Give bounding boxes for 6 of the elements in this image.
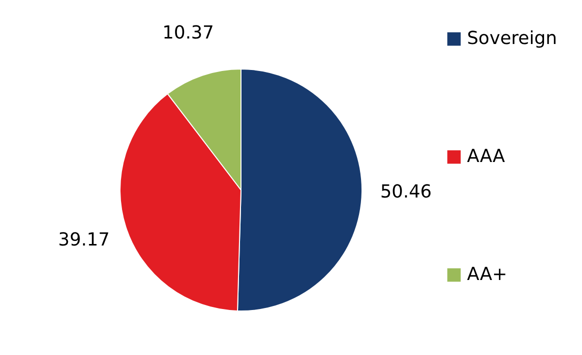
legend-label: AAA [467, 146, 506, 167]
legend-label: Sovereign [467, 28, 558, 49]
legend-label: AA+ [467, 264, 508, 285]
data-label: 50.46 [380, 181, 432, 202]
data-label: 10.37 [162, 22, 214, 44]
data-label: 39.17 [58, 230, 110, 251]
